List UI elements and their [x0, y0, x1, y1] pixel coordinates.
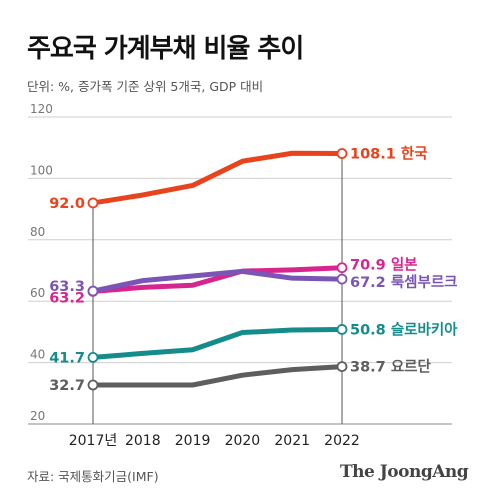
endpoint-marker	[87, 379, 99, 391]
start-value-label: 63.3	[49, 279, 85, 295]
endpoint-marker	[87, 351, 99, 363]
y-tick-label: 60	[30, 286, 45, 300]
y-axis: 20 40 60 80 100 120	[30, 102, 53, 423]
start-value-label: 92.0	[49, 196, 85, 212]
y-tick-label: 100	[30, 163, 53, 177]
end-value-label: 67.2 룩셈부르크	[350, 274, 458, 291]
x-tick-label: 2021	[274, 433, 310, 449]
endpoint-marker	[336, 361, 348, 372]
source-note: 자료: 국제통화기금(IMF)	[27, 469, 159, 484]
series-line-4	[90, 364, 345, 388]
end-value-label: 70.9 일본	[350, 257, 418, 274]
y-tick-label: 20	[30, 409, 45, 423]
start-value-label: 32.7	[49, 378, 85, 394]
series-line-2	[90, 268, 345, 294]
x-tick-label: 2017년	[69, 433, 118, 449]
y-tick-label: 40	[30, 348, 45, 362]
x-tick-label: 2019	[175, 433, 211, 449]
series-line-3	[90, 326, 345, 360]
endpoint-marker	[336, 148, 348, 159]
series-line-1	[90, 265, 345, 294]
data-labels: 92.0 63.263.3 41.7 32.7 108.1 한국 70.9 일본67.2 …	[49, 146, 458, 394]
x-tick-label: 2022	[324, 433, 360, 449]
series-line-0	[90, 150, 345, 206]
chart-subtitle: 단위: %, 증가폭 기준 상위 5개국, GDP 대비	[27, 79, 264, 94]
end-value-label: 38.7 요르단	[350, 359, 432, 376]
endpoint-marker	[336, 324, 348, 335]
chart-title: 주요국 가계부채 비율 추이	[27, 34, 304, 64]
y-tick-label: 80	[30, 225, 45, 239]
y-tick-label: 120	[30, 102, 53, 116]
end-value-label: 108.1 한국	[350, 146, 428, 163]
start-value-label: 41.7	[49, 350, 85, 366]
x-tick-label: 2020	[225, 433, 261, 449]
endpoint-marker	[336, 273, 348, 285]
endpoint-marker	[87, 197, 99, 209]
grid-lines	[28, 116, 452, 425]
brand-logo: The JoongAng	[340, 462, 469, 482]
end-value-label: 50.8 슬로바키아	[350, 321, 458, 338]
start-value-label: 63.2	[49, 290, 85, 306]
series-lines	[87, 148, 348, 391]
endpoint-marker	[87, 285, 99, 297]
endpoint-marker	[336, 262, 348, 274]
x-tick-label: 2018	[125, 433, 161, 449]
x-axis: 2017년 2018 2019 2020 2021 2022	[69, 433, 360, 449]
